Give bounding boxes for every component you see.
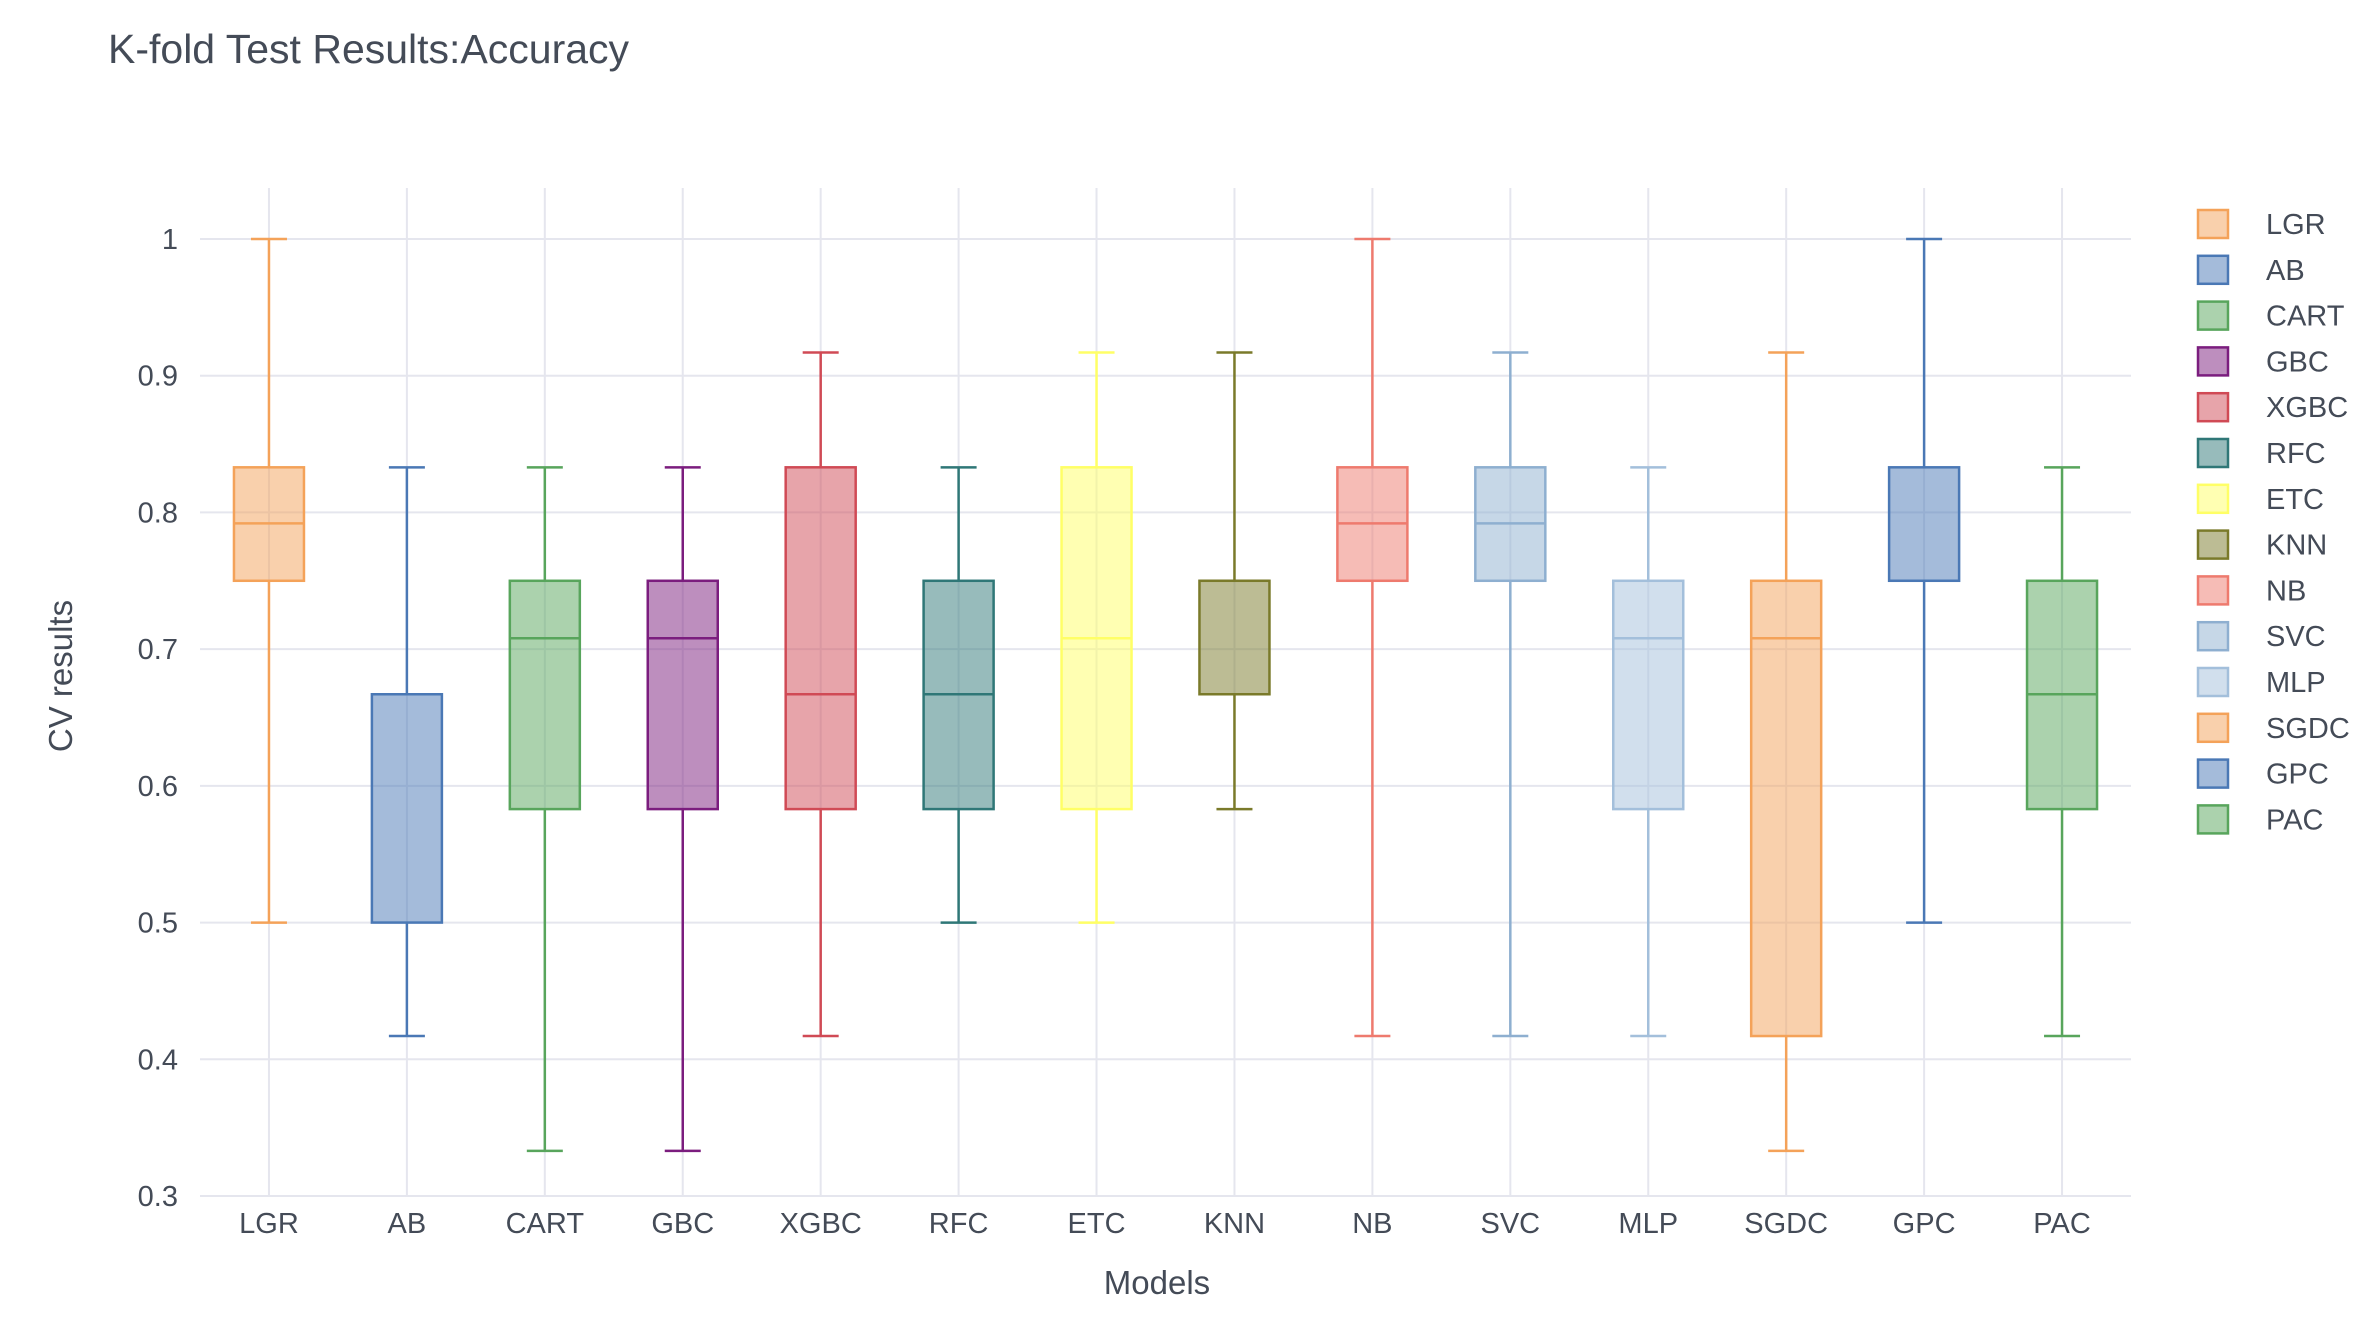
box-etc [1060, 351, 1133, 924]
iqr-box [1198, 579, 1271, 696]
legend-item-sgdc[interactable]: SGDC [2196, 712, 2350, 745]
x-tick-label: PAC [2033, 1208, 2090, 1240]
iqr-box [1612, 579, 1685, 811]
x-tick-label: SGDC [1744, 1208, 1828, 1240]
legend-label: GBC [2266, 346, 2329, 378]
x-axis-title: Models [1104, 1264, 1210, 1301]
y-tick-label: 0.4 [138, 1044, 178, 1076]
x-tick-label: CART [506, 1208, 585, 1240]
x-tick-label: AB [388, 1208, 427, 1240]
box-pac [2025, 466, 2099, 1038]
legend-swatch [2196, 620, 2230, 652]
legend-item-gpc[interactable]: GPC [2196, 758, 2329, 791]
legend-swatch [2196, 208, 2230, 240]
iqr-box [1749, 579, 1823, 1038]
x-tick-label: NB [1352, 1208, 1392, 1240]
iqr-box [646, 579, 719, 811]
legend-item-xgbc[interactable]: XGBC [2196, 391, 2348, 424]
y-tick-label: 0.6 [138, 771, 178, 803]
legend-label: SGDC [2266, 713, 2350, 745]
x-tick-label: SVC [1481, 1208, 1541, 1240]
box-mlp [1612, 466, 1685, 1038]
box-ab [370, 466, 444, 1038]
legend-swatch [2196, 437, 2230, 469]
box-nb [1336, 237, 1409, 1038]
legend-item-pac[interactable]: PAC [2196, 804, 2323, 836]
iqr-box [370, 693, 444, 924]
x-tick-label: ETC [1068, 1208, 1126, 1240]
legend-item-gbc[interactable]: GBC [2196, 346, 2329, 378]
iqr-box [784, 466, 857, 811]
x-tick-label: MLP [1618, 1208, 1678, 1240]
legend-item-svc[interactable]: SVC [2196, 620, 2326, 653]
legend-label: PAC [2266, 804, 2323, 836]
x-tick-label: GBC [651, 1208, 714, 1240]
legend-item-mlp[interactable]: MLP [2196, 666, 2326, 699]
box-lgr [232, 237, 306, 924]
legend-swatch [2196, 666, 2230, 698]
y-axis-title: CV results [42, 600, 79, 752]
legend-item-ab[interactable]: AB [2196, 254, 2305, 287]
x-tick-label: XGBC [780, 1208, 862, 1240]
legend-item-etc[interactable]: ETC [2196, 483, 2324, 516]
legend-item-cart[interactable]: CART [2196, 300, 2345, 333]
legend-item-nb[interactable]: NB [2196, 575, 2306, 607]
legend-label: ETC [2266, 484, 2324, 516]
legend-label: LGR [2266, 209, 2326, 241]
legend-item-lgr[interactable]: LGR [2196, 208, 2326, 241]
legend-label: SVC [2266, 621, 2326, 653]
legend-swatch [2196, 483, 2230, 515]
box-gbc [646, 466, 719, 1153]
legend-label: RFC [2266, 438, 2326, 470]
legend-item-knn[interactable]: KNN [2196, 529, 2327, 562]
box-cart [508, 466, 582, 1153]
box-xgbc [784, 351, 857, 1038]
y-tick-labels: 0.3 0.4 0.5 0.6 0.7 0.8 0.9 1 [138, 224, 178, 1213]
box-knn [1198, 351, 1271, 811]
box-svc [1474, 351, 1547, 1038]
box-rfc [922, 466, 995, 924]
x-tick-label: KNN [1204, 1208, 1265, 1240]
y-tick-label: 0.9 [138, 361, 178, 393]
x-tick-label: LGR [239, 1208, 299, 1240]
grid-layer [200, 188, 2131, 1197]
x-tick-labels: LGR AB CART GBC XGBC RFC ETC KNN NB SVC MLP SGDC GPC… [239, 1208, 2091, 1240]
iqr-box [508, 579, 582, 811]
legend-swatch [2196, 391, 2230, 423]
y-tick-label: 0.3 [138, 1181, 178, 1213]
legend-swatch [2196, 346, 2230, 377]
iqr-box [1887, 466, 1961, 583]
box-sgdc [1749, 351, 1823, 1153]
legend-swatch [2196, 254, 2230, 286]
legend-swatch [2196, 804, 2230, 835]
legend-swatch [2196, 529, 2230, 560]
legend-label: NB [2266, 575, 2306, 607]
x-tick-label: GPC [1893, 1208, 1956, 1240]
y-tick-label: 0.7 [138, 634, 178, 666]
y-tick-label: 0.8 [138, 497, 178, 529]
legend-swatch [2196, 758, 2230, 789]
legend-swatch [2196, 712, 2230, 744]
legend: LGR AB CART GBC XGBC RFC ETC KNN NB SVC MLP SGDC GPC… [2196, 208, 2350, 836]
y-tick-label: 0.5 [138, 908, 178, 940]
x-tick-label: RFC [929, 1208, 989, 1240]
legend-swatch [2196, 300, 2230, 331]
box-gpc [1887, 237, 1961, 924]
chart-title: K-fold Test Results:Accuracy [108, 26, 630, 72]
legend-label: KNN [2266, 530, 2327, 562]
legend-label: MLP [2266, 667, 2326, 699]
legend-label: XGBC [2266, 392, 2348, 424]
box-layer [232, 237, 2099, 1153]
legend-swatch [2196, 575, 2230, 606]
legend-label: AB [2266, 255, 2305, 287]
legend-label: CART [2266, 301, 2345, 333]
legend-item-rfc[interactable]: RFC [2196, 437, 2326, 470]
legend-label: GPC [2266, 759, 2329, 791]
y-tick-label: 1 [162, 224, 178, 256]
